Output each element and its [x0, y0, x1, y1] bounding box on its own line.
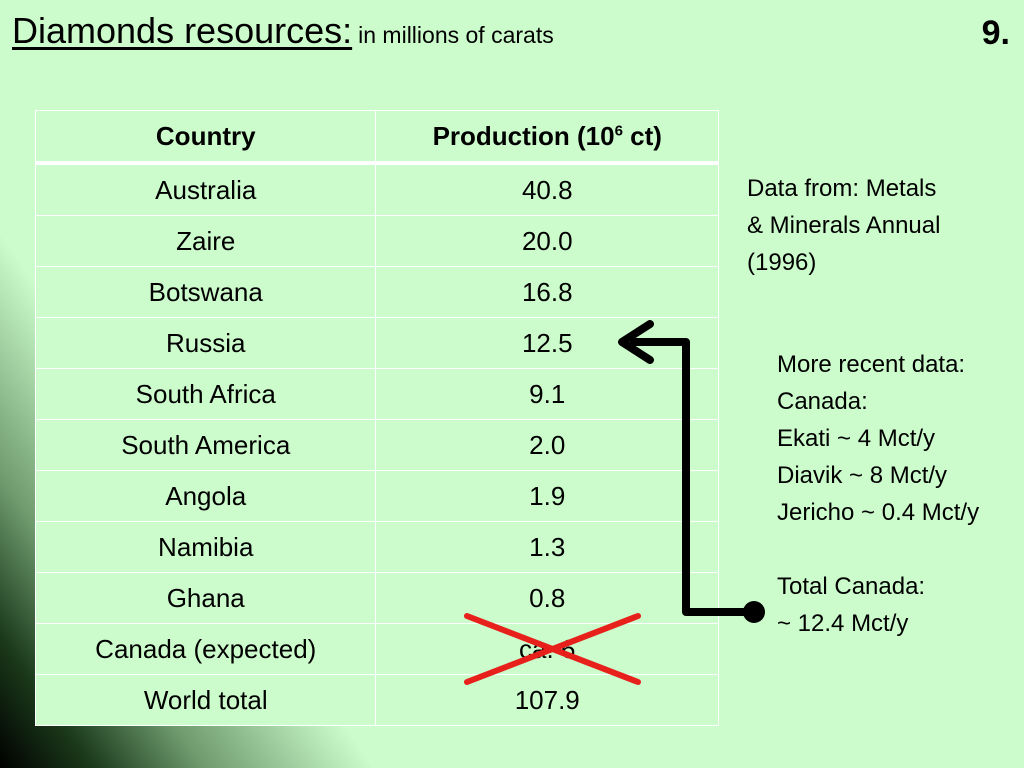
header-production-suffix: ct) [622, 120, 662, 151]
table-row: Botswana 16.8 [34, 266, 719, 318]
source-note-line: (1996) [747, 249, 817, 276]
cell-country: Namibia [34, 521, 377, 573]
cell-production: 20.0 [375, 215, 719, 267]
title-main: Diamonds resources: [12, 10, 353, 51]
pointer-arrow-icon [618, 320, 765, 623]
header-production-exponent: 6 [614, 121, 623, 139]
table-row: World total 107.9 [34, 674, 719, 726]
cell-production: 9.1 [375, 368, 719, 420]
recent-data-line: ~ 12.4 Mct/y [777, 610, 909, 637]
slide-title: Diamonds resources: in millions of carats [12, 10, 554, 52]
cell-country: World total [34, 674, 377, 726]
cell-country: South Africa [34, 368, 377, 420]
strike-cross-icon [464, 613, 641, 685]
title-subtitle: in millions of carats [358, 22, 554, 48]
cell-country: Canada (expected) [34, 623, 377, 675]
diamond-production-table: Country Production (106 ct) Australia 40.… [34, 110, 719, 726]
cell-country: Angola [34, 470, 377, 522]
cell-production: 2.0 [375, 419, 719, 471]
cell-country: Russia [34, 317, 377, 369]
table-row: Australia 40.8 [34, 162, 719, 216]
table-row: South Africa 9.1 [34, 368, 719, 420]
cell-country: Ghana [34, 572, 377, 624]
table-row: Namibia 1.3 [34, 521, 719, 573]
recent-data-note: More recent data: Canada: Ekati ~ 4 Mct/… [777, 346, 979, 642]
table-header-row: Country Production (106 ct) [34, 110, 719, 165]
table-row: Ghana 0.8 [34, 572, 719, 624]
header-production: Production (106 ct) [375, 110, 719, 165]
recent-data-line: More recent data: [777, 351, 966, 378]
cell-production: 1.3 [375, 521, 719, 573]
cell-country: Australia [34, 162, 377, 216]
recent-data-line: Ekati ~ 4 Mct/y [777, 425, 936, 452]
slide-number: 9. [981, 14, 1010, 52]
cell-country: Botswana [34, 266, 377, 318]
recent-data-line: Diavik ~ 8 Mct/y [777, 462, 948, 489]
cell-country: Zaire [34, 215, 377, 267]
recent-data-line: Canada: [777, 388, 868, 415]
header-country: Country [34, 110, 377, 165]
recent-data-line: Jericho ~ 0.4 Mct/y [777, 499, 980, 526]
header-production-prefix: Production (10 [432, 120, 615, 151]
source-note-line: & Minerals Annual [747, 212, 941, 239]
table-row: Zaire 20.0 [34, 215, 719, 267]
cell-production: 107.9 [375, 674, 719, 726]
cell-production: 16.8 [375, 266, 719, 318]
cell-country: South America [34, 419, 377, 471]
source-note-line: Data from: Metals [747, 175, 937, 202]
table-row: South America 2.0 [34, 419, 719, 471]
recent-data-line: Total Canada: [777, 573, 926, 600]
source-note: Data from: Metals & Minerals Annual (199… [747, 170, 940, 281]
